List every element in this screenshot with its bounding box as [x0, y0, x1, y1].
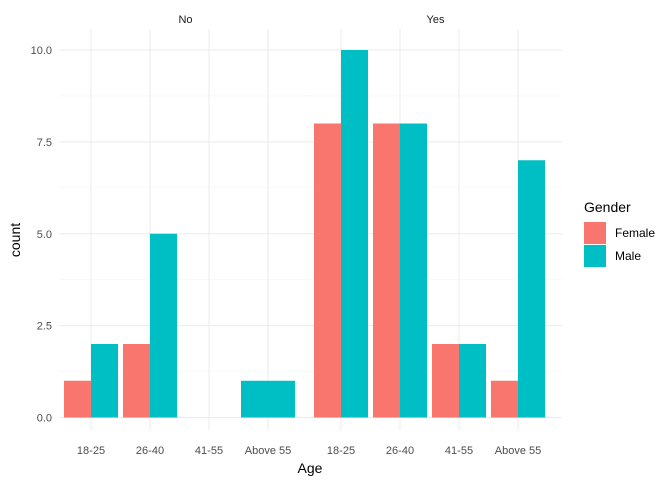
x-tick-label: Above 55 — [245, 445, 291, 457]
legend-label-male: Male — [615, 249, 641, 263]
bar-female — [123, 344, 150, 418]
legend: Gender Female Male — [584, 199, 655, 267]
facet-strip-label: Yes — [427, 14, 445, 26]
bar-female — [432, 344, 459, 418]
bar-female — [64, 380, 91, 418]
bar-female — [373, 123, 400, 418]
x-axis-title: Age — [298, 460, 323, 476]
bar-male — [400, 123, 427, 418]
legend-key-female — [584, 222, 606, 244]
legend-label-female: Female — [615, 226, 655, 240]
x-tick-label: 26-40 — [136, 445, 164, 457]
y-tick-label: 5.0 — [37, 229, 52, 241]
facet-panels: No 18-25 26-40 41-55 Above 55 Yes 18-25 26-40 41… — [59, 14, 562, 457]
bar-male — [459, 344, 486, 418]
y-axis-title: count — [7, 223, 23, 257]
y-tick-label: 2.5 — [37, 321, 52, 333]
y-tick-label: 10.0 — [31, 45, 52, 57]
facet-panel-yes: Yes 18-25 26-40 41-55 Above 55 — [309, 14, 562, 457]
x-tick-label: 18-25 — [327, 445, 355, 457]
legend-title: Gender — [584, 199, 631, 215]
bar-male — [341, 50, 368, 418]
bar-male — [241, 380, 295, 418]
x-tick-label: 26-40 — [386, 445, 414, 457]
facet-panel-no: No 18-25 26-40 41-55 Above 55 — [59, 14, 312, 457]
bar-male — [91, 344, 118, 418]
legend-key-male — [584, 245, 606, 267]
y-tick-label: 0.0 — [37, 413, 52, 425]
bar-male — [518, 160, 545, 418]
bar-male — [150, 233, 177, 418]
x-tick-label: 41-55 — [195, 445, 223, 457]
facet-strip-label: No — [178, 14, 192, 26]
bar-female — [314, 123, 341, 418]
x-tick-label: 18-25 — [77, 445, 105, 457]
x-tick-label: 41-55 — [445, 445, 473, 457]
bar-female — [491, 380, 518, 418]
x-tick-label: Above 55 — [495, 445, 541, 457]
y-axis: 0.0 2.5 5.0 7.5 10.0 — [31, 45, 52, 425]
y-tick-label: 7.5 — [37, 137, 52, 149]
